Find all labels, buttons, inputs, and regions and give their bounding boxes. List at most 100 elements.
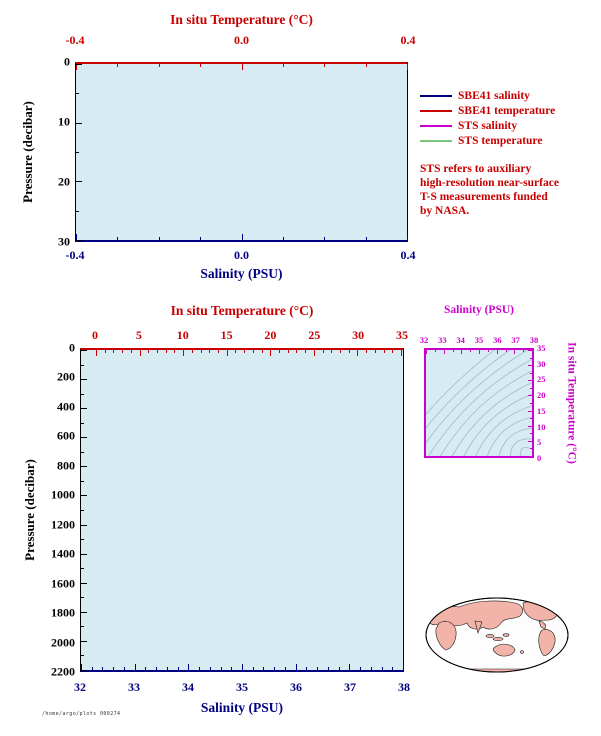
- tick-label: 30: [537, 358, 546, 369]
- plot-stamp: /home/argo/plots 000274: [42, 711, 121, 717]
- tick-label: 25: [308, 328, 321, 342]
- tick-mark: [81, 655, 84, 657]
- tick-mark: [220, 667, 222, 670]
- tick-mark: [284, 667, 286, 670]
- tick-label: 15: [220, 328, 233, 342]
- tick-mark: [166, 667, 168, 670]
- tick-mark: [340, 350, 341, 353]
- tick-label: 35: [474, 335, 484, 345]
- plot1-bottom-tick-labels: -0.4 0.0 0.4: [66, 248, 416, 263]
- tick-mark: [287, 350, 289, 353]
- tick-mark: [218, 350, 219, 353]
- tick-mark: [261, 350, 263, 353]
- legend-note-line: T-S measurements funded: [420, 191, 548, 203]
- tick-mark: [81, 466, 87, 468]
- tick-mark: [252, 350, 254, 353]
- ts-diagram-plot: Salinity (PSU) 32 33 34 35 36 37 38: [420, 304, 578, 464]
- tick-label: 34: [182, 680, 194, 694]
- tick-mark: [81, 480, 84, 482]
- tick-mark: [113, 350, 115, 353]
- plot1-bottom-axis-title: Salinity (PSU): [200, 266, 283, 281]
- plot1-bottom-tick-marks: [76, 233, 408, 240]
- tick-mark: [274, 667, 276, 670]
- tick-mark: [200, 64, 202, 67]
- tick-mark: [407, 234, 408, 240]
- tick-label: 600: [57, 428, 75, 443]
- plot2-bottom-axis-title: Salinity (PSU): [200, 700, 284, 715]
- tick-label: 35: [537, 343, 546, 353]
- tick-mark: [231, 667, 233, 670]
- legend-note-line: high-resolution near-surface: [420, 177, 559, 189]
- tick-mark: [365, 237, 367, 240]
- tick-mark: [348, 350, 350, 353]
- tick-label: 800: [57, 458, 75, 473]
- tick-mark: [117, 237, 119, 240]
- legend-item: STS temperature: [420, 133, 598, 148]
- landmass-philippines: [502, 633, 510, 637]
- tick-label: 10: [58, 114, 70, 129]
- tick-label: 36: [493, 335, 502, 345]
- tick-mark: [183, 350, 185, 356]
- tick-mark: [209, 667, 211, 670]
- tick-mark: [381, 667, 383, 670]
- tick-mark: [76, 181, 82, 183]
- tick-label: 35: [396, 328, 408, 342]
- tick-mark: [242, 664, 243, 670]
- plot1-top-axis-title: In situ Temperature (°C): [170, 12, 313, 27]
- plot2-left-tick-marks: [81, 350, 88, 671]
- tick-mark: [324, 237, 326, 240]
- tick-mark: [81, 611, 87, 613]
- landmass-central-america: [538, 620, 546, 630]
- legend-note: STS refers to auxiliary high-resolution n…: [420, 162, 598, 218]
- world-locator-map: [423, 595, 571, 675]
- tick-mark: [191, 350, 193, 353]
- tick-mark: [188, 664, 190, 670]
- tick-label: 33: [128, 680, 140, 694]
- legend-line-sample: [420, 109, 452, 112]
- tick-mark: [81, 364, 84, 366]
- plot2-top-tick-labels: 0 5 10 15 20 25 30 35: [92, 328, 408, 343]
- legend-label: STS salinity: [458, 119, 518, 132]
- tick-mark: [241, 234, 243, 240]
- tick-mark: [96, 350, 97, 356]
- tick-mark: [263, 667, 265, 670]
- tick-mark: [81, 568, 84, 570]
- tick-mark: [81, 539, 84, 541]
- tick-mark: [76, 234, 77, 240]
- tick-mark: [81, 437, 87, 439]
- legend-line-sample: [420, 94, 452, 97]
- tick-mark: [199, 667, 201, 670]
- tick-mark: [200, 237, 202, 240]
- isopycnal-contours: [426, 350, 532, 456]
- plot1-top-tick-labels: -0.4 0.0 0.4: [66, 33, 416, 48]
- tick-label: -0.4: [65, 33, 85, 47]
- tick-mark: [81, 524, 87, 526]
- tick-mark: [392, 667, 394, 670]
- tick-mark: [76, 93, 79, 95]
- plot2-bottom-tick-labels: 32 33 34 35 36 37 38: [74, 680, 410, 695]
- landmass-africa: [435, 621, 457, 651]
- tick-mark: [177, 667, 179, 670]
- tick-mark: [235, 350, 237, 353]
- legend-items: SBE41 salinity SBE41 temperature STS salin…: [420, 88, 598, 148]
- landmass-south-america: [538, 629, 556, 656]
- plot2-left-tick-labels: 0 200 400 600 800 1000 1200 1400 1600 1800 2000 220…: [31, 341, 75, 679]
- tick-mark: [81, 422, 84, 424]
- tick-mark: [134, 664, 136, 670]
- tick-mark: [407, 64, 408, 70]
- plot2-top-axis-title: In situ Temperature (°C): [170, 303, 314, 318]
- tick-label: 1400: [51, 546, 75, 561]
- tick-mark: [104, 350, 106, 353]
- tick-mark: [139, 350, 141, 356]
- tick-mark: [528, 456, 532, 457]
- legend-label: SBE41 temperature: [458, 104, 556, 117]
- tick-mark: [226, 350, 228, 356]
- tick-mark: [81, 393, 84, 395]
- legend-item: SBE41 salinity: [420, 88, 598, 103]
- tick-label: 0: [64, 54, 70, 69]
- tick-label: 2000: [51, 635, 75, 650]
- tick-mark: [76, 210, 79, 212]
- tick-mark: [91, 667, 93, 670]
- world-map-svg: [425, 597, 569, 673]
- tick-mark: [76, 152, 79, 153]
